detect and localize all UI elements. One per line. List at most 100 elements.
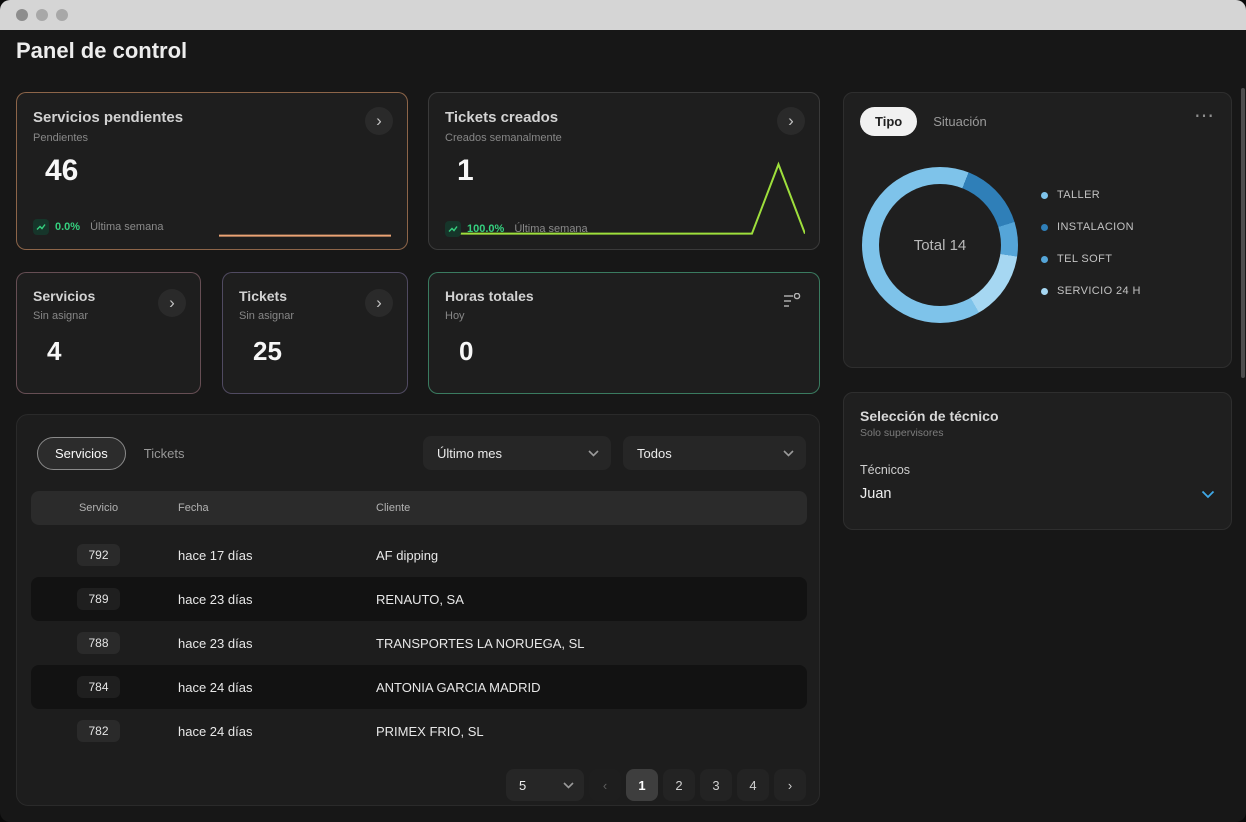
- legend-item[interactable]: TEL SOFT: [1041, 253, 1141, 265]
- technician-title: Selección de técnico: [860, 408, 999, 424]
- trend-delta: 0.0%: [55, 221, 81, 233]
- table-row[interactable]: 784 hace 24 días ANTONIA GARCIA MADRID: [31, 665, 807, 709]
- more-options-icon[interactable]: ⋯: [1194, 105, 1215, 127]
- filter-icon[interactable]: [783, 292, 801, 313]
- card-horas-totales: Horas totales Hoy 0: [428, 272, 820, 394]
- next-page-button[interactable]: ›: [774, 769, 806, 801]
- card-title: Servicios pendientes: [33, 109, 184, 126]
- period-select[interactable]: Último mes: [423, 436, 611, 470]
- card-title: Servicios: [33, 288, 96, 304]
- service-id: 792: [77, 544, 120, 566]
- page-size-select[interactable]: 5: [506, 769, 584, 801]
- service-client: PRIMEX FRIO, SL: [376, 723, 484, 739]
- table-header: Servicio Fecha Cliente: [31, 491, 807, 525]
- legend-label: INSTALACION: [1057, 221, 1134, 233]
- legend-item[interactable]: SERVICIO 24 H: [1041, 285, 1141, 297]
- legend-label: TEL SOFT: [1057, 253, 1113, 265]
- window-control-dot[interactable]: [36, 9, 48, 21]
- chart-legend: TALLER INSTALACION TEL SOFT SERVICIO 24 …: [1041, 189, 1141, 297]
- service-client: AF dipping: [376, 547, 439, 563]
- card-subtitle: Sin asignar: [239, 310, 295, 322]
- page-button-3[interactable]: 3: [700, 769, 732, 801]
- chart-tabs: Tipo Situación ⋯: [844, 93, 1231, 136]
- tab-tickets[interactable]: Tickets: [143, 446, 185, 461]
- card-subtitle: Hoy: [445, 310, 465, 322]
- service-id: 784: [77, 676, 120, 698]
- chevron-down-icon: [588, 449, 599, 457]
- chevron-right-icon[interactable]: ›: [777, 107, 805, 135]
- service-client: TRANSPORTES LA NORUEGA, SL: [376, 635, 585, 651]
- window-titlebar: [0, 0, 1246, 30]
- chevron-right-icon[interactable]: ›: [365, 107, 393, 135]
- technician-select[interactable]: Juan: [860, 486, 1215, 502]
- trend-delta: 100.0%: [467, 223, 505, 235]
- legend-label: TALLER: [1057, 189, 1101, 201]
- technician-selected-value: Juan: [860, 486, 892, 502]
- window-control-dot[interactable]: [56, 9, 68, 21]
- card-value: 46: [45, 154, 79, 187]
- sparkline-servicios-pendientes: [219, 217, 391, 237]
- scrollbar-thumb[interactable]: [1241, 88, 1245, 378]
- prev-page-button[interactable]: ‹: [589, 769, 621, 801]
- page-size-value: 5: [519, 777, 527, 793]
- legend-label: SERVICIO 24 H: [1057, 285, 1141, 297]
- legend-dot: [1041, 191, 1048, 199]
- column-servicio: Servicio: [78, 502, 119, 514]
- table-row[interactable]: 792 hace 17 días AF dipping: [31, 533, 807, 577]
- legend-dot: [1041, 287, 1048, 295]
- card-value: 4: [47, 336, 62, 366]
- technician-subtitle: Solo supervisores: [860, 427, 944, 439]
- type-chart-card: Tipo Situación ⋯ Total 14 TALLER INSTALA…: [843, 92, 1232, 368]
- card-value: 25: [253, 336, 282, 366]
- page-button-1[interactable]: 1: [626, 769, 658, 801]
- column-fecha: Fecha: [178, 502, 209, 514]
- table-row[interactable]: 789 hace 23 días RENAUTO, SA: [31, 577, 807, 621]
- service-date: hace 17 días: [178, 547, 253, 563]
- technician-card: Selección de técnico Solo supervisores T…: [843, 392, 1232, 530]
- legend-dot: [1041, 255, 1048, 263]
- trend-note: Última semana: [90, 221, 164, 233]
- card-subtitle: Pendientes: [33, 132, 89, 144]
- card-tickets-sin-asignar: Tickets › Sin asignar 25: [222, 272, 408, 394]
- page-button-2[interactable]: 2: [663, 769, 695, 801]
- service-id: 789: [77, 588, 120, 610]
- table-tabs: Servicios Tickets: [37, 437, 184, 470]
- trend-up-icon: [33, 219, 49, 235]
- donut-center: Total 14: [879, 184, 1001, 306]
- service-id: 782: [77, 720, 120, 742]
- legend-item[interactable]: TALLER: [1041, 189, 1141, 201]
- trend-note: Última semana: [514, 223, 588, 235]
- card-servicios-sin-asignar: Servicios › Sin asignar 4: [16, 272, 201, 394]
- chevron-right-icon[interactable]: ›: [158, 289, 186, 317]
- table-row[interactable]: 782 hace 24 días PRIMEX FRIO, SL: [31, 709, 807, 753]
- card-tickets-creados: Tickets creados › Creados semanalmente 1…: [428, 92, 820, 250]
- service-id: 788: [77, 632, 120, 654]
- chevron-right-icon[interactable]: ›: [365, 289, 393, 317]
- window-control-dot[interactable]: [16, 9, 28, 21]
- service-client: ANTONIA GARCIA MADRID: [376, 679, 541, 695]
- service-date: hace 23 días: [178, 635, 253, 651]
- service-client: RENAUTO, SA: [376, 591, 464, 607]
- service-date: hace 24 días: [178, 679, 253, 695]
- chevron-down-icon: [1201, 490, 1215, 498]
- card-subtitle: Sin asignar: [33, 310, 89, 322]
- tab-situacion[interactable]: Situación: [933, 114, 987, 129]
- page-title: Panel de control: [16, 38, 188, 63]
- table-body: 792 hace 17 días AF dipping 789 hace 23 …: [31, 533, 807, 753]
- legend-dot: [1041, 223, 1048, 231]
- scope-select-value: Todos: [637, 445, 672, 461]
- table-row[interactable]: 788 hace 23 días TRANSPORTES LA NORUEGA,…: [31, 621, 807, 665]
- legend-item[interactable]: INSTALACION: [1041, 221, 1141, 233]
- card-footer: 0.0% Última semana: [33, 217, 391, 237]
- card-servicios-pendientes: Servicios pendientes › Pendientes 46 0.0…: [16, 92, 408, 250]
- page-button-4[interactable]: 4: [737, 769, 769, 801]
- service-date: hace 24 días: [178, 723, 253, 739]
- services-table-card: Servicios Tickets Último mes Todos Servi…: [16, 414, 820, 806]
- tab-tipo[interactable]: Tipo: [860, 107, 918, 136]
- sparkline-tickets-creados: [460, 159, 805, 239]
- card-title: Tickets creados: [445, 109, 559, 126]
- scope-select[interactable]: Todos: [623, 436, 806, 470]
- tab-servicios[interactable]: Servicios: [37, 437, 126, 470]
- technician-label: Técnicos: [860, 463, 911, 477]
